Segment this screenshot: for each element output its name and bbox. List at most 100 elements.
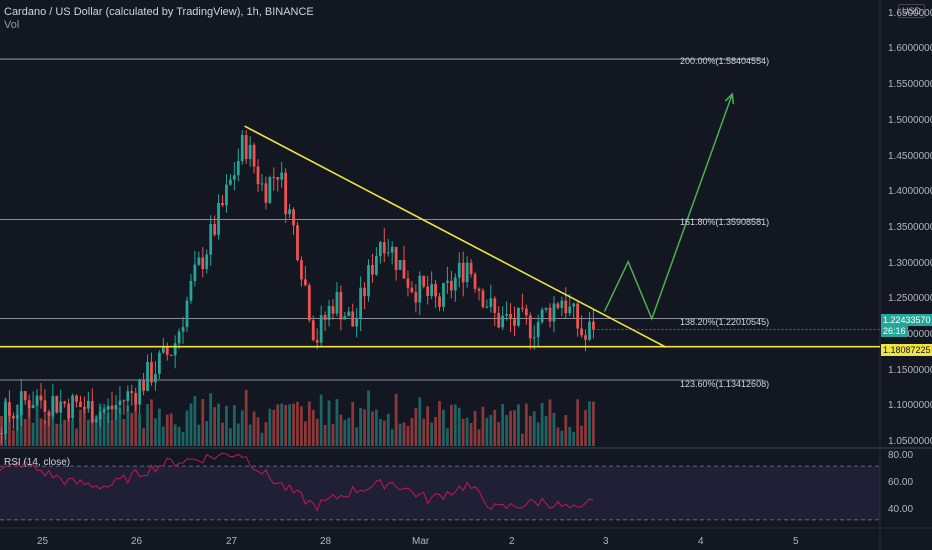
candle-body bbox=[106, 405, 110, 410]
volume-bar bbox=[138, 414, 142, 446]
candle-body bbox=[390, 246, 394, 253]
volume-bar bbox=[430, 422, 434, 446]
volume-bar bbox=[90, 419, 94, 446]
volume-bar bbox=[481, 406, 485, 446]
candle-body bbox=[221, 202, 224, 206]
candle-body bbox=[489, 298, 493, 307]
trendline bbox=[244, 125, 667, 348]
volume-bar bbox=[23, 418, 27, 446]
candle-body bbox=[457, 262, 461, 278]
time-tick: 5 bbox=[793, 536, 799, 547]
candle-body bbox=[67, 403, 71, 419]
candle-body bbox=[430, 284, 434, 296]
candle-body bbox=[248, 144, 252, 159]
candle-body bbox=[446, 280, 449, 283]
volume-bar bbox=[343, 420, 347, 446]
candle-body bbox=[292, 209, 295, 226]
candle-body bbox=[327, 306, 331, 320]
candle-body bbox=[422, 275, 426, 287]
volume-bar bbox=[323, 425, 327, 446]
volume-bar bbox=[106, 412, 110, 446]
fib-label-161: 161.80%(1.35908581) bbox=[680, 217, 770, 227]
rsi-tick: 80.00 bbox=[888, 450, 914, 461]
volume-bar bbox=[217, 403, 220, 446]
volume-bar bbox=[327, 400, 331, 446]
candle-body bbox=[426, 286, 430, 296]
volume-bar bbox=[83, 406, 86, 446]
volume-bar bbox=[205, 421, 209, 446]
volume-bar bbox=[8, 413, 11, 446]
candle-body bbox=[505, 313, 508, 316]
candle-body bbox=[414, 292, 418, 303]
volume-bar bbox=[367, 390, 370, 446]
time-tick: 25 bbox=[37, 536, 49, 547]
volume-bar bbox=[185, 410, 189, 446]
volume-bar bbox=[244, 389, 248, 446]
volume-bar bbox=[130, 413, 134, 446]
volume-bar bbox=[442, 409, 445, 446]
candle-body bbox=[465, 262, 469, 283]
volume-bar bbox=[457, 407, 461, 446]
time-tick: 3 bbox=[603, 536, 609, 547]
volume-bar bbox=[359, 408, 362, 446]
volume-bar bbox=[134, 398, 138, 446]
volume-bar bbox=[560, 430, 564, 446]
volume-bar bbox=[67, 416, 71, 446]
volume-bar bbox=[524, 403, 528, 446]
volume-bar bbox=[548, 399, 552, 446]
candle-body bbox=[592, 321, 595, 330]
candle-body bbox=[469, 262, 473, 275]
candle-body bbox=[319, 315, 323, 343]
time-tick: Mar bbox=[412, 536, 430, 547]
projection-path bbox=[603, 93, 734, 321]
volume-bar bbox=[580, 425, 583, 446]
volume-bar bbox=[55, 423, 59, 446]
volume-bar bbox=[469, 423, 473, 446]
volume-bar bbox=[418, 397, 422, 446]
candle-body bbox=[564, 300, 568, 314]
candle-body bbox=[63, 401, 67, 404]
candle-body bbox=[268, 176, 272, 203]
candle-body bbox=[173, 343, 177, 356]
volume-bar bbox=[209, 393, 213, 446]
candle-body bbox=[276, 177, 280, 180]
volume-bar bbox=[177, 426, 181, 446]
volume-bar bbox=[252, 411, 256, 446]
volume-bar bbox=[256, 417, 260, 446]
volume-bar bbox=[528, 415, 532, 446]
volume-bar bbox=[79, 409, 82, 446]
volume-bar bbox=[351, 401, 355, 446]
price-tick: 1.30000000 bbox=[888, 258, 932, 269]
candle-body bbox=[548, 307, 552, 322]
candle-body bbox=[513, 319, 516, 326]
volume-bar bbox=[497, 422, 501, 446]
candle-body bbox=[39, 395, 43, 401]
currency-button[interactable]: USD bbox=[898, 4, 926, 18]
price-tick: 1.35000000 bbox=[888, 222, 932, 233]
candle-body bbox=[209, 224, 213, 255]
candle-body bbox=[568, 306, 572, 314]
volume-bar bbox=[296, 401, 299, 446]
candle-body bbox=[473, 274, 477, 289]
volume-bar bbox=[509, 410, 512, 446]
volume-bar bbox=[406, 426, 410, 446]
volume-bar bbox=[146, 404, 149, 446]
price-tick: 1.65000000 bbox=[888, 8, 932, 19]
candle-body bbox=[79, 401, 82, 408]
candle-body bbox=[181, 327, 185, 332]
price-tick: 1.10000000 bbox=[888, 400, 932, 411]
candle-body bbox=[244, 135, 248, 159]
candle-body bbox=[576, 303, 580, 329]
candle-body bbox=[588, 321, 591, 340]
volume-bar bbox=[347, 417, 351, 446]
volume-bar bbox=[572, 431, 576, 446]
volume-bar bbox=[86, 419, 90, 446]
candle-body bbox=[146, 361, 149, 391]
candle-body bbox=[23, 391, 27, 401]
candle-body bbox=[217, 202, 220, 235]
candle-body bbox=[528, 315, 532, 339]
volume-bar bbox=[363, 409, 366, 446]
